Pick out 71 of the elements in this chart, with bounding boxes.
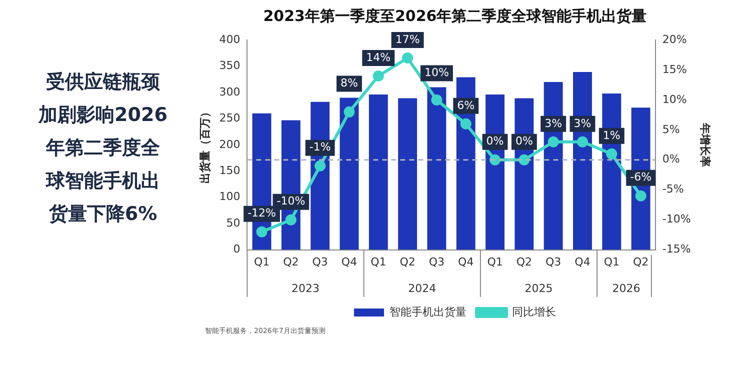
bar (398, 98, 418, 250)
point (372, 70, 384, 82)
y2-axis-title: 年增长率 (698, 122, 712, 167)
data-label: 0% (486, 134, 504, 148)
y-tick-label: 100 (219, 190, 240, 204)
point (548, 136, 559, 148)
point (606, 148, 618, 160)
text: 2026 (612, 282, 640, 295)
x-tick-label: Q4 (458, 255, 474, 268)
text: 受供应链瓶颈加剧影响2026年第二季度全球智能手机出货量下降6% (38, 70, 168, 227)
x-tick-label: Q3 (428, 255, 445, 268)
data-label: 6% (457, 98, 475, 112)
x-tick-label: Q1 (254, 255, 270, 268)
point (344, 106, 355, 118)
bar (427, 87, 446, 250)
point (576, 136, 588, 148)
point (256, 226, 268, 238)
data-label: 0% (515, 134, 533, 148)
x-tick-label: Q2 (632, 255, 649, 268)
point (402, 52, 414, 64)
data-label: 14% (366, 50, 391, 64)
point (635, 190, 646, 202)
x-tick-label: Q2 (400, 255, 416, 268)
x-tick-label: Q1 (487, 255, 503, 268)
y2-tick-label: 0% (662, 152, 680, 166)
text: 2025 (524, 282, 553, 295)
point (431, 94, 442, 106)
y-axis-title: 出货量（百万） (198, 106, 212, 184)
y2-tick-label: 5% (662, 122, 680, 136)
y-tick-label: 150 (219, 164, 240, 177)
x-tick-label: Q2 (516, 255, 532, 268)
data-label: -6% (630, 170, 652, 184)
bar (368, 94, 388, 250)
chart-title: 2023年第一季度至2026年第二季度全球智能手机出货量 (263, 6, 647, 25)
y2-tick-label: -5% (662, 182, 684, 196)
x-tick-label: Q4 (341, 255, 358, 268)
y2-tick-label: -15% (662, 242, 691, 256)
x-tick-label: Q2 (283, 255, 299, 268)
data-label: -10% (276, 194, 306, 208)
data-label: -1% (309, 140, 331, 154)
y-tick-label: 350 (219, 59, 240, 72)
y2-tick-label: 15% (662, 62, 687, 76)
text: 2023 (292, 282, 320, 295)
legend-label: 同比增长 (512, 305, 556, 318)
data-label: 8% (340, 76, 358, 90)
y2-tick-label: -10% (662, 212, 691, 226)
y-tick-label: 250 (219, 112, 240, 125)
x-tick-label: Q3 (312, 255, 328, 268)
y-tick-label: 400 (219, 32, 240, 46)
x-tick-label: Q3 (546, 255, 562, 268)
y-tick-label: 50 (226, 216, 240, 230)
data-label: 3% (574, 116, 592, 130)
x-tick-label: Q1 (604, 255, 620, 268)
data-label: 17% (395, 32, 420, 46)
x-tick-label: Q1 (370, 255, 386, 268)
point (285, 214, 296, 226)
text: 2024 (408, 282, 436, 295)
y2-tick-label: 10% (662, 92, 687, 106)
data-label: 10% (424, 66, 449, 80)
data-label: 1% (602, 128, 620, 142)
y-tick-label: 0 (233, 242, 240, 256)
point (314, 160, 326, 172)
data-label: -12% (248, 206, 276, 220)
point (460, 118, 472, 130)
data-label: 3% (544, 116, 562, 130)
y2-tick-label: 20% (662, 32, 687, 46)
x-tick-label: Q4 (574, 255, 590, 268)
y-tick-label: 200 (219, 138, 240, 151)
y-tick-label: 300 (219, 85, 240, 98)
legend-label: 智能手机出货量 (390, 305, 466, 318)
bar (340, 98, 359, 250)
